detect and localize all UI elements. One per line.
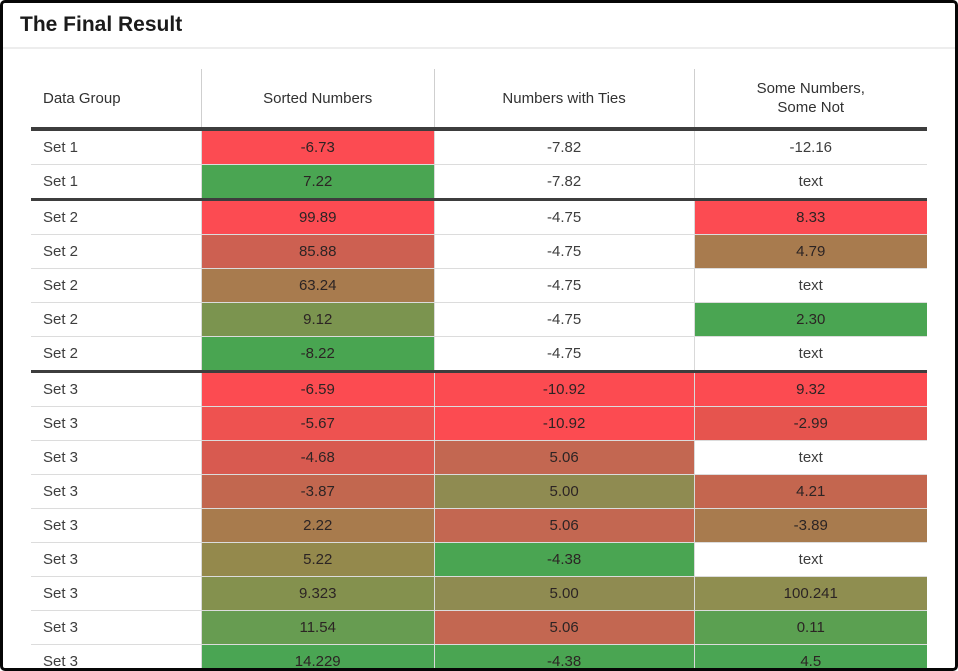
value-cell: -5.67 bbox=[200, 406, 435, 441]
value-cell: 7.22 bbox=[200, 164, 435, 200]
table-row: Set 3 11.54 5.06 0.11 bbox=[31, 610, 927, 645]
group-cell: Set 2 bbox=[31, 234, 202, 269]
page-title: The Final Result bbox=[20, 13, 183, 36]
value-cell: -12.16 bbox=[693, 129, 927, 165]
value-cell: 8.33 bbox=[693, 198, 927, 235]
value-cell: -4.38 bbox=[433, 542, 695, 577]
value-cell: -10.92 bbox=[433, 370, 695, 407]
value-cell: -4.75 bbox=[433, 336, 695, 372]
group-cell: Set 3 bbox=[31, 644, 202, 668]
value-cell: 63.24 bbox=[200, 268, 435, 303]
value-cell: text bbox=[693, 542, 927, 577]
value-cell: 85.88 bbox=[200, 234, 435, 269]
value-cell: text bbox=[693, 336, 927, 372]
table-row: Set 3 5.22 -4.38 text bbox=[31, 542, 927, 577]
table-row: Set 2 9.12 -4.75 2.30 bbox=[31, 302, 927, 337]
table-area: Data Group Sorted Numbers Numbers with T… bbox=[3, 49, 955, 668]
table-row: Set 3 2.22 5.06 -3.89 bbox=[31, 508, 927, 543]
table-row: Set 3 14.229 -4.38 4.5 bbox=[31, 644, 927, 668]
table-row: Set 1 7.22 -7.82 text bbox=[31, 164, 927, 200]
table-row: Set 1 -6.73 -7.82 -12.16 bbox=[31, 129, 927, 165]
group-cell: Set 3 bbox=[31, 474, 202, 509]
value-cell: -3.87 bbox=[200, 474, 435, 509]
value-cell: 14.229 bbox=[200, 644, 435, 668]
title-area: The Final Result bbox=[3, 3, 955, 38]
table-body: Set 1 -6.73 -7.82 -12.16 Set 1 7.22 -7.82 text S… bbox=[31, 129, 927, 668]
value-cell: 0.11 bbox=[693, 610, 927, 645]
column-header-sorted-numbers: Sorted Numbers bbox=[200, 69, 435, 131]
value-cell: 2.30 bbox=[693, 302, 927, 337]
group-cell: Set 3 bbox=[31, 440, 202, 475]
value-cell: 4.79 bbox=[693, 234, 927, 269]
value-cell: 5.22 bbox=[200, 542, 435, 577]
group-cell: Set 3 bbox=[31, 406, 202, 441]
value-cell: -4.75 bbox=[433, 302, 695, 337]
group-cell: Set 3 bbox=[31, 610, 202, 645]
value-cell: 11.54 bbox=[200, 610, 435, 645]
group-cell: Set 3 bbox=[31, 542, 202, 577]
group-cell: Set 1 bbox=[31, 129, 202, 165]
column-header-data-group: Data Group bbox=[31, 69, 202, 131]
group-cell: Set 3 bbox=[31, 508, 202, 543]
value-cell: 99.89 bbox=[200, 198, 435, 235]
value-cell: -4.68 bbox=[200, 440, 435, 475]
table-row: Set 2 99.89 -4.75 8.33 bbox=[31, 198, 927, 235]
value-cell: -4.75 bbox=[433, 198, 695, 235]
value-cell: 9.12 bbox=[200, 302, 435, 337]
results-table: Data Group Sorted Numbers Numbers with T… bbox=[31, 69, 927, 668]
value-cell: 5.00 bbox=[433, 576, 695, 611]
group-cell: Set 1 bbox=[31, 164, 202, 200]
value-cell: -4.38 bbox=[433, 644, 695, 668]
value-cell: 5.00 bbox=[433, 474, 695, 509]
value-cell: -4.75 bbox=[433, 268, 695, 303]
value-cell: 9.32 bbox=[693, 370, 927, 407]
value-cell: 5.06 bbox=[433, 610, 695, 645]
value-cell: -2.99 bbox=[693, 406, 927, 441]
value-cell: text bbox=[693, 268, 927, 303]
table-row: Set 3 -4.68 5.06 text bbox=[31, 440, 927, 475]
value-cell: 5.06 bbox=[433, 440, 695, 475]
table-row: Set 2 -8.22 -4.75 text bbox=[31, 336, 927, 372]
title-divider bbox=[3, 47, 955, 49]
value-cell: -10.92 bbox=[433, 406, 695, 441]
group-cell: Set 2 bbox=[31, 336, 202, 372]
group-cell: Set 2 bbox=[31, 302, 202, 337]
table-row: Set 3 -3.87 5.00 4.21 bbox=[31, 474, 927, 509]
value-cell: -7.82 bbox=[433, 129, 695, 165]
table-row: Set 3 -6.59 -10.92 9.32 bbox=[31, 370, 927, 407]
column-header-some-numbers: Some Numbers, Some Not bbox=[693, 69, 927, 131]
value-cell: text bbox=[693, 440, 927, 475]
value-cell: 4.5 bbox=[693, 644, 927, 668]
table-row: Set 3 9.323 5.00 100.241 bbox=[31, 576, 927, 611]
column-header-numbers-with-ties: Numbers with Ties bbox=[433, 69, 695, 131]
value-cell: -6.59 bbox=[200, 370, 435, 407]
value-cell: 100.241 bbox=[693, 576, 927, 611]
table-row: Set 3 -5.67 -10.92 -2.99 bbox=[31, 406, 927, 441]
value-cell: -6.73 bbox=[200, 129, 435, 165]
value-cell: -7.82 bbox=[433, 164, 695, 200]
group-cell: Set 2 bbox=[31, 198, 202, 235]
value-cell: -4.75 bbox=[433, 234, 695, 269]
value-cell: 4.21 bbox=[693, 474, 927, 509]
group-cell: Set 3 bbox=[31, 576, 202, 611]
value-cell: 9.323 bbox=[200, 576, 435, 611]
value-cell: -3.89 bbox=[693, 508, 927, 543]
value-cell: 2.22 bbox=[200, 508, 435, 543]
group-cell: Set 3 bbox=[31, 370, 202, 407]
table-row: Set 2 63.24 -4.75 text bbox=[31, 268, 927, 303]
group-cell: Set 2 bbox=[31, 268, 202, 303]
table-header: Data Group Sorted Numbers Numbers with T… bbox=[31, 69, 927, 131]
value-cell: -8.22 bbox=[200, 336, 435, 372]
value-cell: 5.06 bbox=[433, 508, 695, 543]
value-cell: text bbox=[693, 164, 927, 200]
table-row: Set 2 85.88 -4.75 4.79 bbox=[31, 234, 927, 269]
